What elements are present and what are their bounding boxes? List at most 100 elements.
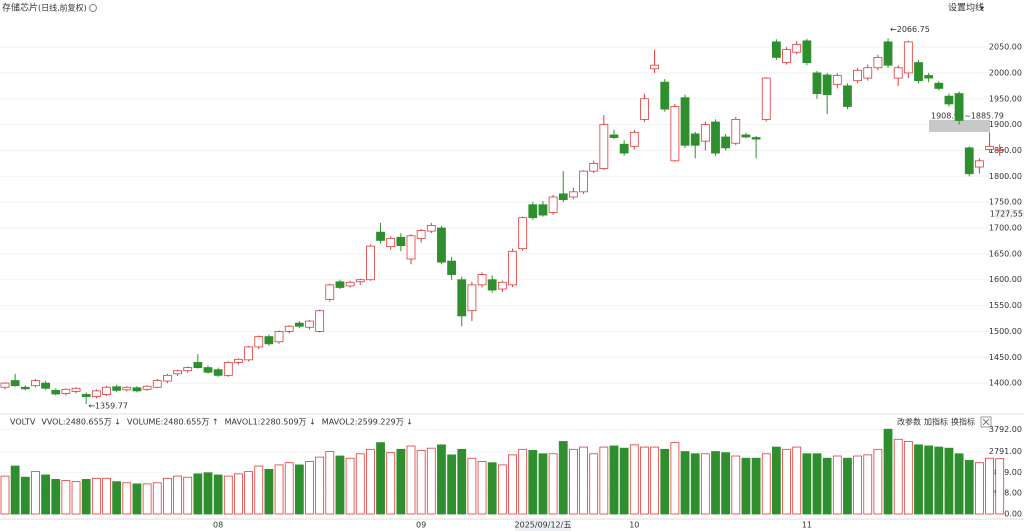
- volume-bar: [711, 451, 720, 515]
- volume-bar: [954, 453, 964, 515]
- indicator-button[interactable]: 改参数: [897, 417, 921, 427]
- volume-bar: [51, 479, 61, 515]
- candle-body: [396, 236, 406, 246]
- volume-bar: [700, 453, 710, 515]
- candle-body: [792, 44, 802, 53]
- volume-bar: [142, 483, 152, 515]
- volume-bar: [944, 447, 954, 515]
- volume-bar: [173, 475, 182, 515]
- y-tick-label: 1500.00: [989, 327, 1022, 336]
- volume-bar: [883, 428, 893, 515]
- candle-body: [41, 382, 50, 389]
- volume-bar: [386, 452, 396, 515]
- volume-bar: [975, 462, 984, 515]
- volume-bar: [914, 444, 923, 515]
- candle-body: [619, 143, 629, 154]
- candle-body: [122, 386, 132, 391]
- close-icon[interactable]: [982, 418, 990, 426]
- title: 存储芯片: [2, 2, 38, 14]
- volume-bar: [731, 455, 741, 515]
- volume-bar: [832, 455, 842, 515]
- candle-body: [71, 387, 81, 392]
- candle-body: [335, 281, 345, 288]
- candle-body: [325, 284, 335, 300]
- volume-bar: [355, 453, 365, 515]
- volume-bar: [812, 453, 822, 515]
- candle-body: [873, 56, 883, 69]
- candle-body: [772, 41, 781, 58]
- range-box-label: 1908.98~1885.79: [931, 111, 1004, 120]
- volume-bar: [670, 442, 680, 515]
- volume-bar: [792, 446, 802, 515]
- volume-bar: [741, 457, 751, 515]
- y-tick-label: 1400.00: [989, 379, 1022, 388]
- ma-settings[interactable]: 设置均线: [948, 2, 984, 14]
- candle-body: [975, 160, 984, 168]
- volume-bar: [467, 457, 477, 515]
- y-tick-label: 1950.00: [989, 94, 1022, 103]
- volume-bar: [365, 448, 375, 515]
- volume-legend-item: VOLUME:2480.655万 ↑: [127, 418, 219, 427]
- candle-body: [609, 134, 619, 138]
- candle-body: [893, 67, 903, 79]
- volume-bar: [234, 473, 243, 515]
- volume-bar: [81, 479, 91, 515]
- y-tick-label: 1900.00: [989, 120, 1022, 129]
- volume-bar: [660, 448, 670, 515]
- candle-body: [853, 69, 862, 82]
- candle-body: [751, 137, 761, 140]
- candle-body: [477, 274, 487, 286]
- x-tick-label: 10: [629, 521, 639, 530]
- y-tick-label: 1650.00: [989, 249, 1022, 258]
- volume-bar: [640, 446, 649, 515]
- candle-body: [193, 362, 203, 369]
- volume-bar: [843, 457, 852, 515]
- candle-body: [548, 196, 558, 213]
- crosshair-date: 2025/09/12/五: [515, 521, 572, 530]
- candle-body: [284, 325, 294, 332]
- settings-icon[interactable]: [89, 4, 97, 12]
- dropdown-arrow[interactable]: [980, 7, 984, 10]
- candle-body: [447, 260, 457, 275]
- volume-bar: [995, 458, 1005, 515]
- volume-bar: [61, 480, 71, 515]
- candle-body: [20, 386, 30, 390]
- range-box: [929, 119, 990, 132]
- volume-bar: [183, 476, 193, 515]
- candle-body: [274, 331, 284, 343]
- volume-bar: [31, 471, 40, 515]
- candle-body: [10, 380, 20, 387]
- candle-body: [741, 134, 751, 138]
- candle-body: [254, 336, 264, 348]
- candle-body: [903, 41, 913, 74]
- candle-body: [497, 281, 507, 290]
- candle-body: [457, 279, 467, 317]
- crosshair-price-box: [995, 208, 1024, 219]
- volume-bar: [629, 444, 639, 515]
- volume-bar: [396, 448, 406, 515]
- candle-body: [812, 72, 822, 94]
- volume-bar: [335, 455, 345, 515]
- volume-bar: [284, 462, 294, 515]
- candle-body: [569, 191, 578, 198]
- volume-bar: [569, 448, 578, 515]
- volume-bar: [254, 465, 264, 515]
- candle-body: [954, 93, 964, 121]
- volume-bar: [650, 446, 659, 515]
- indicator-button[interactable]: 换指标: [951, 417, 975, 427]
- volume-bar: [985, 457, 994, 515]
- candle-body: [386, 237, 396, 248]
- candle-body: [863, 67, 873, 79]
- candle-body: [203, 367, 213, 373]
- volume-bar: [782, 448, 791, 515]
- candle-body: [487, 279, 497, 291]
- candle-body: [112, 386, 122, 391]
- volume-bar: [41, 474, 50, 515]
- close-button[interactable]: [980, 416, 992, 428]
- volume-bar: [893, 438, 903, 515]
- candle-body: [183, 367, 193, 372]
- candle-body: [964, 147, 974, 175]
- candle-body: [0, 382, 10, 388]
- volume-bar: [538, 453, 548, 515]
- indicator-button[interactable]: 加指标: [924, 417, 948, 427]
